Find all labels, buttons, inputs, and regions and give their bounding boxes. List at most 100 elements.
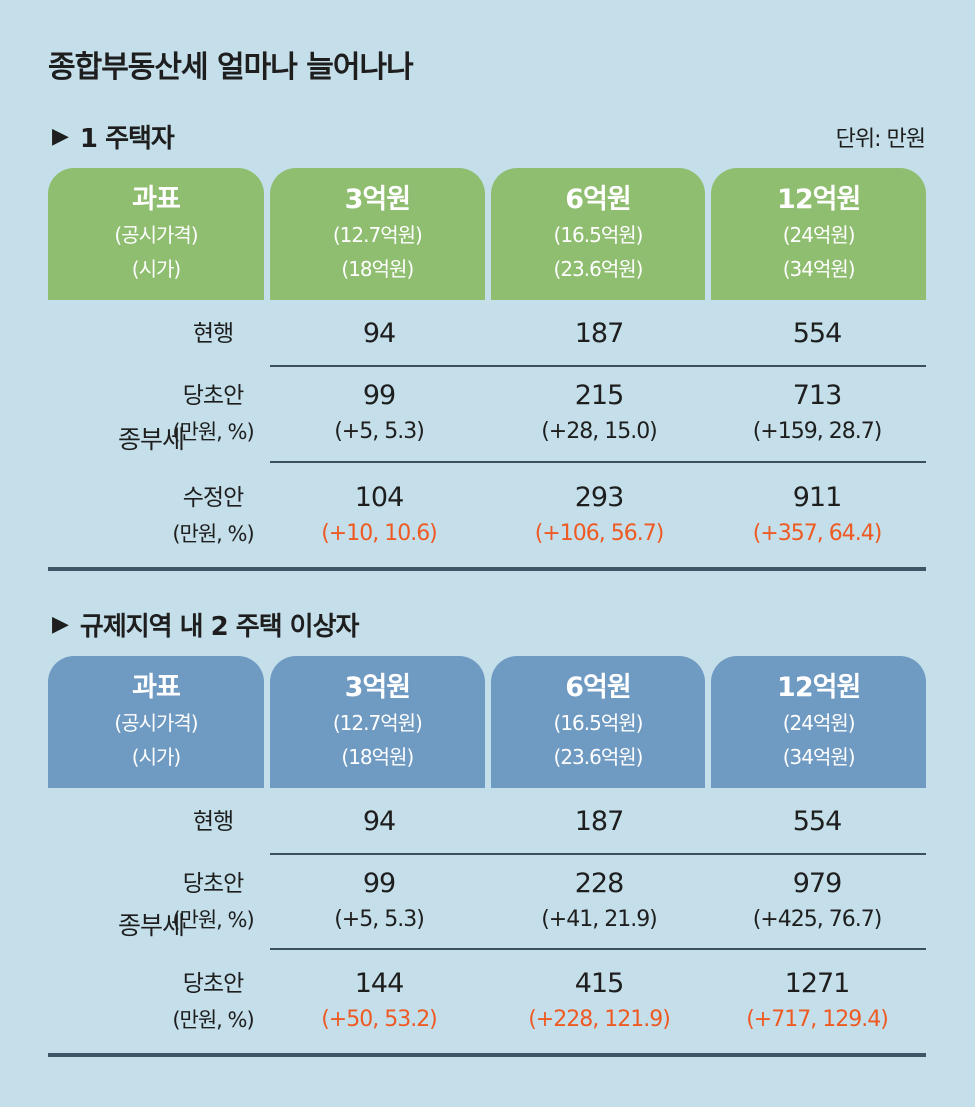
row-label-sub: (만원, %) [172,420,254,444]
header-col-3: 12억원 (24억원) (34억원) [711,168,927,300]
row-label-sub: (만원, %) [172,1008,254,1032]
header-col-3-l2: (34억원) [782,257,856,281]
table-cell: 1271 (+717, 129.4) [708,966,926,1038]
header-tax-base: 과표 (공시가격) (시가) [48,168,264,300]
header-tax-base-l2: (시가) [131,745,181,769]
header-tax-base-l1: (공시가격) [114,223,198,247]
section-2-title-text: 규제지역 내 2 주택 이상자 [79,612,359,642]
row-label-text: 당초안 [182,871,244,897]
table-cell: 293 (+106, 56.7) [490,480,708,552]
table-cell: 713 (+159, 28.7) [708,378,926,450]
group-label: 종부세 [117,425,185,454]
table-cell: 99 (+5, 5.3) [270,866,488,938]
row-divider [270,461,926,463]
header-col-3-l1: (24억원) [782,223,856,247]
header-col-1: 3억원 (12.7억원) (18억원) [270,656,485,788]
header-col-3-label: 12억원 [777,672,861,703]
header-col-3-l1: (24억원) [782,711,856,735]
cell-change-highlight: (+717, 129.4) [746,1007,889,1032]
header-col-1-label: 3억원 [344,672,411,703]
cell-value: 1271 [784,968,851,999]
header-col-1-l2: (18억원) [341,257,414,281]
table-cell: 415 (+228, 121.9) [490,966,708,1038]
header-tax-base-l2: (시가) [131,257,181,281]
table-cell: 144 (+50, 53.2) [270,966,488,1038]
cell-change: (+159, 28.7) [752,419,883,444]
table-cell: 228 (+41, 21.9) [490,866,708,938]
section-2-table: 종부세 현행 94 187 554 당초안 (만원, %) 99 (+5, 5.3… [48,788,926,1058]
table-cell: 554 [708,316,926,352]
header-col-1: 3억원 (12.7억원) (18억원) [270,168,485,300]
header-col-2-label: 6억원 [565,184,631,215]
table-cell: 94 [270,316,488,352]
cell-value: 144 [354,968,405,999]
triangle-right-icon: ▶ [52,124,69,149]
header-tax-base-label: 과표 [132,672,181,703]
cell-change-highlight: (+10, 10.6) [321,521,438,546]
cell-value: 94 [362,806,396,837]
section-1-title-text: 1 주택자 [79,124,175,154]
header-col-1-label: 3억원 [344,184,411,215]
header-col-1-l1: (12.7억원) [332,711,423,735]
table-cell: 99 (+5, 5.3) [270,378,488,450]
row-divider [270,853,926,855]
row-label: 현행 [158,316,268,352]
cell-change-highlight: (+357, 64.4) [752,521,883,546]
section-1-header: 과표 (공시가격) (시가) 3억원 (12.7억원) (18억원) 6억원 (… [48,168,927,300]
row-label-text: 현행 [192,809,234,835]
header-col-3-label: 12억원 [777,184,861,215]
row-label-text: 당초안 [182,971,244,997]
table-cell: 104 (+10, 10.6) [270,480,488,552]
cell-change: (+425, 76.7) [752,907,883,932]
header-tax-base-l1: (공시가격) [114,711,198,735]
cell-value: 187 [574,806,625,837]
header-col-2-l1: (16.5억원) [553,711,644,735]
row-label-text: 현행 [192,321,234,347]
header-col-2-label: 6억원 [565,672,631,703]
header-col-3-l2: (34억원) [782,745,856,769]
row-label: 현행 [158,804,268,840]
cell-change: (+41, 21.9) [541,907,658,932]
row-label: 당초안 (만원, %) [158,378,268,450]
cell-value: 713 [792,380,843,411]
cell-change: (+5, 5.3) [334,419,425,444]
row-label: 당초안 (만원, %) [158,966,268,1038]
header-col-2-l2: (23.6억원) [553,745,644,769]
row-label: 수정안 (만원, %) [158,480,268,552]
cell-value: 99 [362,380,396,411]
header-tax-base: 과표 (공시가격) (시가) [48,656,264,788]
cell-value: 215 [574,380,625,411]
section-2-bottom-rule [48,1053,926,1057]
cell-value: 911 [792,482,843,513]
table-cell: 187 [490,316,708,352]
row-label-text: 당초안 [182,383,244,409]
cell-value: 415 [574,968,625,999]
cell-value: 99 [362,868,396,899]
header-col-2: 6억원 (16.5억원) (23.6억원) [490,656,706,788]
table-cell: 215 (+28, 15.0) [490,378,708,450]
unit-note: 단위: 만원 [835,127,926,152]
section-2-header: 과표 (공시가격) (시가) 3억원 (12.7억원) (18억원) 6억원 (… [48,656,927,788]
cell-change-highlight: (+106, 56.7) [534,521,665,546]
cell-value: 554 [792,318,843,349]
table-cell: 187 [490,804,708,840]
cell-change-highlight: (+228, 121.9) [528,1007,671,1032]
table-cell: 554 [708,804,926,840]
cell-value: 554 [792,806,843,837]
section-2-title: ▶ 규제지역 내 2 주택 이상자 [52,606,359,643]
cell-change: (+5, 5.3) [334,907,425,932]
group-label: 종부세 [117,911,185,940]
cell-value: 104 [354,482,405,513]
cell-value: 293 [574,482,625,513]
section-1-table: 종부세 현행 94 187 554 당초안 (만원, %) 99 (+5, 5.3… [48,300,926,570]
header-col-3: 12억원 (24억원) (34억원) [711,656,927,788]
table-cell: 94 [270,804,488,840]
table-cell: 911 (+357, 64.4) [708,480,926,552]
header-col-1-l1: (12.7억원) [332,223,423,247]
section-1-bottom-rule [48,567,926,571]
header-col-2-l2: (23.6억원) [553,257,644,281]
cell-value: 94 [362,318,396,349]
page-title: 종합부동산세 얼마나 늘어나나 [48,50,414,85]
triangle-right-icon: ▶ [52,612,69,637]
header-col-1-l2: (18억원) [341,745,414,769]
